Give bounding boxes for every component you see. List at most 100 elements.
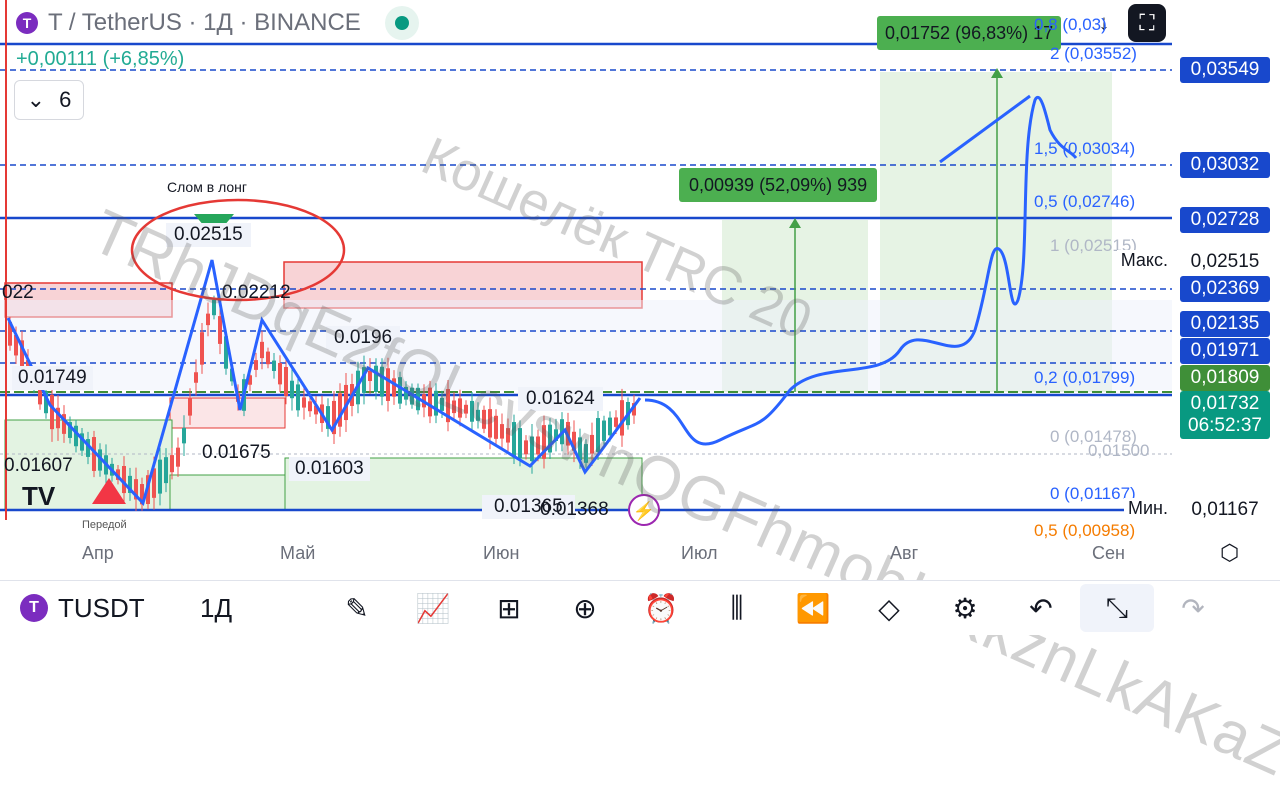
alert-icon[interactable]: ⏰ <box>643 592 679 624</box>
candle-body <box>38 377 42 405</box>
candle-body <box>152 468 156 498</box>
flash-icon[interactable] <box>628 494 660 526</box>
small-label: Передой <box>82 519 127 531</box>
measure-arrow-head <box>789 218 801 228</box>
price-label: 0.01365 <box>482 495 575 519</box>
candle-body <box>278 362 282 385</box>
collapse-icon[interactable]: ⤡ <box>1080 584 1154 632</box>
countdown-timer: 06:52:37 <box>1188 415 1262 436</box>
flash-glyph: ⚡ <box>633 500 655 522</box>
candle-body <box>398 377 402 404</box>
candle-body <box>458 398 462 418</box>
fib-label: 0,01500 <box>1088 441 1150 460</box>
arrow-down-icon[interactable]: ↓ <box>1085 4 1123 42</box>
settings-icon[interactable]: ⚙ <box>952 592 978 624</box>
range-band <box>0 300 1172 390</box>
candle-body <box>608 417 612 436</box>
candle-body <box>542 425 546 459</box>
add-icon[interactable]: ⊕ <box>573 592 597 624</box>
fib-label: 0,8 (0,03) <box>1034 15 1107 34</box>
candle-body <box>308 401 312 412</box>
time-label: Авг <box>890 543 919 563</box>
candle-body <box>8 321 12 346</box>
tradingview-logo: TV <box>22 481 56 511</box>
symbol-selector[interactable]: T TUSDT <box>20 593 200 624</box>
symbol-title[interactable]: T / TetherUS · 1Д · BINANCE <box>48 9 361 36</box>
layout-icon[interactable]: ⊞ <box>497 592 521 624</box>
price-scale-label: 0,02369 <box>1180 276 1270 302</box>
indicators-count: 6 <box>59 87 72 112</box>
candle-body <box>188 397 192 416</box>
candle-body <box>470 400 474 422</box>
replay-icon[interactable]: ⏪ <box>795 592 831 624</box>
candle-body <box>284 366 288 397</box>
settings-hex-icon[interactable]: ⬡ <box>1220 540 1240 565</box>
candle-body <box>452 400 456 414</box>
candle-body <box>254 360 258 370</box>
candle-body <box>446 389 450 423</box>
draw-icon[interactable]: ✎ <box>345 592 369 624</box>
indicators-icon[interactable]: 📈 <box>415 592 451 624</box>
timeframe-selector[interactable]: 1Д <box>200 592 233 623</box>
bottom-toolbar: T TUSDT 1Д ✎ 📈 ⊞ ⊕ ⏰ ⫼ ⏪ ◇ ⚙ ↶ ⤡ ↷ <box>0 580 1280 635</box>
candle-body <box>212 299 216 316</box>
price-label: 0.01675 <box>202 442 271 463</box>
candle-body <box>554 429 558 441</box>
price-label: 0.0196 <box>326 326 401 350</box>
redo-icon[interactable]: ↷ <box>1181 592 1205 624</box>
undo-icon[interactable]: ↶ <box>1029 592 1053 624</box>
candle-body <box>296 384 300 411</box>
candle-body <box>548 424 552 453</box>
candle-body <box>374 365 378 392</box>
supply-zone-mid <box>169 397 286 429</box>
candle-body <box>248 375 252 385</box>
candle-body <box>380 366 384 397</box>
candle-body <box>290 380 294 399</box>
price-label: 0.01368 <box>540 499 609 520</box>
fullscreen-icon[interactable]: ⛶ <box>1128 4 1166 42</box>
price-label: 0.02515 <box>166 223 251 247</box>
fib-label: 0,5 (0,02746) <box>1034 192 1136 211</box>
price-scale-tag: Мин. <box>1124 498 1172 519</box>
symbol-logo-icon: T <box>16 12 38 34</box>
candle-body <box>74 425 78 447</box>
market-status-icon[interactable] <box>384 6 419 40</box>
chart-area[interactable]: ⚡ TV <box>0 0 1280 575</box>
projection-line <box>939 94 1031 164</box>
layers-icon[interactable]: ◇ <box>878 592 900 624</box>
price-scale-label: 0,01809 <box>1180 365 1270 391</box>
candle-body <box>536 436 540 455</box>
price-scale-label: 0,01971 <box>1180 338 1270 364</box>
price-label: 0.01603 <box>289 457 370 481</box>
time-label: Июл <box>681 543 718 563</box>
time-label: Июн <box>483 543 520 563</box>
candle-body <box>20 340 24 373</box>
price-label: 0.01749 <box>12 366 93 390</box>
time-label: Сен <box>1092 543 1125 563</box>
candle-body <box>44 391 48 414</box>
candle-body <box>224 336 228 369</box>
candle-body <box>524 440 528 455</box>
candle-body <box>368 370 372 382</box>
candle-body <box>122 466 126 494</box>
indicators-toggle[interactable]: ⌄ 6 <box>14 80 84 120</box>
candles-icon[interactable]: ⫼ <box>730 591 744 623</box>
candle-body <box>518 428 522 459</box>
candle-body <box>56 407 60 429</box>
candle-body <box>92 437 96 471</box>
fib-label: 1 (0,02515) <box>1050 236 1137 255</box>
candle-body <box>614 417 618 427</box>
candle-body <box>98 449 102 471</box>
candle-body <box>488 409 492 438</box>
candle-body <box>176 447 180 467</box>
price-scale-label: 0,02135 <box>1180 311 1270 337</box>
chevron-down-icon: ⌄ <box>26 87 46 112</box>
time-label: Апр <box>82 543 114 563</box>
candle-body <box>500 424 504 439</box>
candle-body <box>140 484 144 505</box>
red-triangle-icon <box>92 478 126 504</box>
candle-body <box>50 394 54 430</box>
price-scale-tag: Макс. <box>1116 250 1172 271</box>
candle-body <box>344 384 348 421</box>
candle-body <box>428 387 432 417</box>
